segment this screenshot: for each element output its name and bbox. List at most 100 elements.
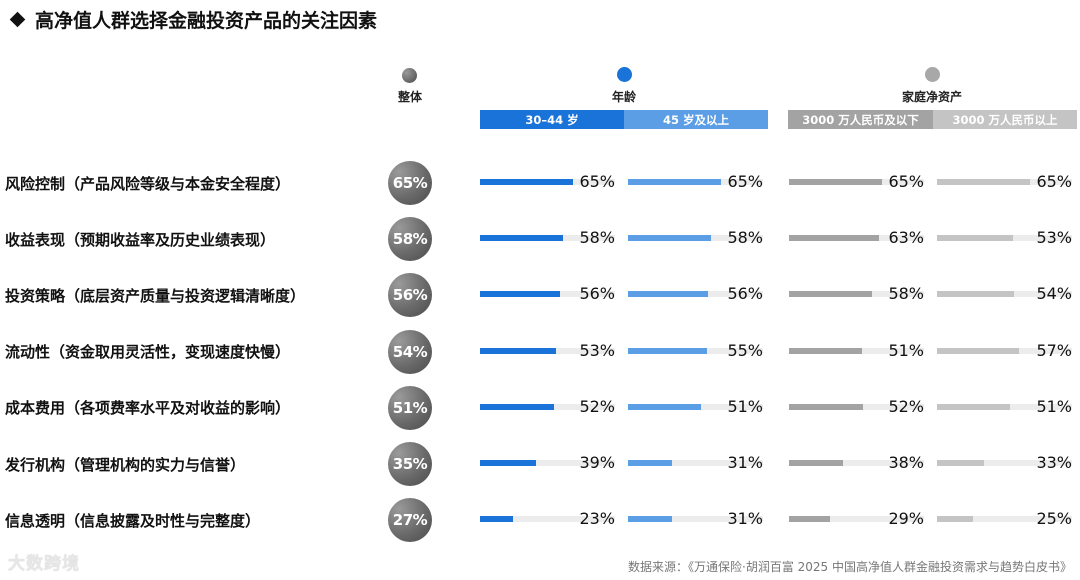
bar-track <box>480 460 615 466</box>
table-row: 收益表现（预期收益率及历史业绩表现） 58% 58% 58% 63% 53% <box>0 211 1080 267</box>
overall-value-badge: 58% <box>388 217 432 262</box>
bar-fill <box>480 403 555 410</box>
factor-label: 流动性（资金取用灵活性，变现速度快慢） <box>5 343 291 362</box>
bar-fill <box>937 235 1013 242</box>
bar-value-label: 25% <box>1036 509 1072 529</box>
bar-track <box>937 235 1072 242</box>
bar-fill <box>789 291 872 298</box>
bar-fill <box>937 516 973 523</box>
bar-track <box>628 460 763 466</box>
bar-fill <box>480 235 563 242</box>
bar-fill <box>480 516 513 523</box>
bar-value-label: 63% <box>888 228 924 248</box>
bar-track <box>789 291 924 298</box>
bar-track <box>480 291 615 298</box>
bar-track <box>937 516 1072 523</box>
bar-value-label: 65% <box>727 172 763 191</box>
bar-value-label: 33% <box>1036 453 1072 472</box>
table-row: 流动性（资金取用灵活性，变现速度快慢） 54% 53% 55% 51% 57% <box>0 324 1080 380</box>
bar-fill <box>937 403 1010 410</box>
overall-value-badge: 35% <box>388 442 432 486</box>
bar-fill <box>480 460 536 466</box>
bar-fill <box>937 291 1015 298</box>
diamond-bullet-icon <box>9 11 26 28</box>
bar-track <box>480 516 615 523</box>
bar-value-label: 29% <box>888 509 924 529</box>
header-assets-above-3000w: 3000 万人民币以上 <box>933 110 1077 129</box>
bar-fill <box>937 460 985 466</box>
bar-fill <box>480 347 556 354</box>
bar-value-label: 52% <box>579 396 615 416</box>
header-assets-below-3000w: 3000 万人民币及以下 <box>788 110 933 129</box>
table-row: 投资策略（底层资产质量与投资逻辑清晰度） 56% 56% 56% 58% 54% <box>0 267 1080 323</box>
bar-track <box>937 347 1072 354</box>
data-source-note: 数据来源：《万通保险·胡润百富 2025 中国高净值人群金融投资需求与趋势白皮书… <box>628 560 1072 574</box>
bar-value-label: 58% <box>579 228 615 248</box>
bar-fill <box>628 235 711 242</box>
bar-track <box>628 235 763 242</box>
bar-value-label: 39% <box>579 453 615 472</box>
bar-track <box>628 403 763 410</box>
overall-value-badge: 65% <box>388 161 432 205</box>
legend-age-label: 年龄 <box>611 90 636 104</box>
bar-fill <box>628 347 707 354</box>
bar-track <box>789 347 924 354</box>
bar-value-label: 53% <box>579 340 615 360</box>
table-row: 信息透明（信息披露及时性与完整度） 27% 23% 31% 29% 25% <box>0 492 1080 548</box>
legend-overall-dot-icon <box>402 68 417 83</box>
bar-value-label: 57% <box>1036 340 1072 360</box>
bar-track <box>628 347 763 354</box>
bar-track <box>789 179 924 185</box>
bar-fill <box>628 516 673 523</box>
chart-title-text: 高净值人群选择金融投资产品的关注因素 <box>35 10 378 32</box>
bar-track <box>628 516 763 523</box>
header-age-45-plus: 45 岁及以上 <box>624 110 768 129</box>
bar-track <box>480 179 615 185</box>
overall-value-badge: 27% <box>388 498 432 543</box>
overall-value-badge: 56% <box>388 273 432 318</box>
factor-label: 风险控制（产品风险等级与本金安全程度） <box>5 174 291 193</box>
bar-value-label: 54% <box>1036 284 1072 304</box>
factor-label: 信息透明（信息披露及时性与完整度） <box>5 511 261 530</box>
bar-track <box>480 403 615 410</box>
bar-value-label: 56% <box>727 284 763 304</box>
bar-value-label: 53% <box>1036 228 1072 248</box>
bar-value-label: 65% <box>888 172 924 191</box>
bar-track <box>480 347 615 354</box>
header-age-30-44: 30–44 岁 <box>480 110 624 129</box>
factor-label: 成本费用（各项费率水平及对收益的影响） <box>5 399 291 418</box>
bar-value-label: 65% <box>579 172 615 191</box>
bar-fill <box>480 291 561 298</box>
bar-fill <box>789 235 880 242</box>
bar-track <box>937 291 1072 298</box>
bar-track <box>789 403 924 410</box>
table-row: 风险控制（产品风险等级与本金安全程度） 65% 65% 65% 65% 65% <box>0 155 1080 211</box>
bar-value-label: 56% <box>579 284 615 304</box>
factor-label: 收益表现（预期收益率及历史业绩表现） <box>5 230 276 249</box>
bar-fill <box>628 460 673 466</box>
overall-value-badge: 51% <box>388 385 432 430</box>
watermark-logo: 大数跨境 <box>8 554 80 574</box>
bar-value-label: 51% <box>888 340 924 360</box>
bar-value-label: 51% <box>1036 396 1072 416</box>
legend-age-dot-icon <box>617 67 632 82</box>
bar-track <box>789 516 924 523</box>
bar-track <box>628 291 763 298</box>
bar-value-label: 31% <box>727 509 763 529</box>
factor-label: 投资策略（底层资产质量与投资逻辑清晰度） <box>5 286 306 305</box>
bar-value-label: 31% <box>727 453 763 472</box>
table-row: 发行机构（管理机构的实力与信誉） 35% 39% 31% 38% 33% <box>0 436 1080 492</box>
bar-value-label: 58% <box>888 284 924 304</box>
bar-value-label: 58% <box>727 228 763 248</box>
bar-value-label: 55% <box>727 340 763 360</box>
chart-title: 高净值人群选择金融投资产品的关注因素 <box>8 6 377 33</box>
bar-track <box>789 235 924 242</box>
bar-fill <box>789 516 831 523</box>
bar-value-label: 38% <box>888 453 924 472</box>
bar-fill <box>628 403 701 410</box>
legend-assets-dot-icon <box>925 67 940 82</box>
bar-value-label: 23% <box>579 509 615 529</box>
bar-track <box>937 403 1072 410</box>
bar-track <box>789 460 924 466</box>
legend-assets-label: 家庭净资产 <box>901 90 962 104</box>
